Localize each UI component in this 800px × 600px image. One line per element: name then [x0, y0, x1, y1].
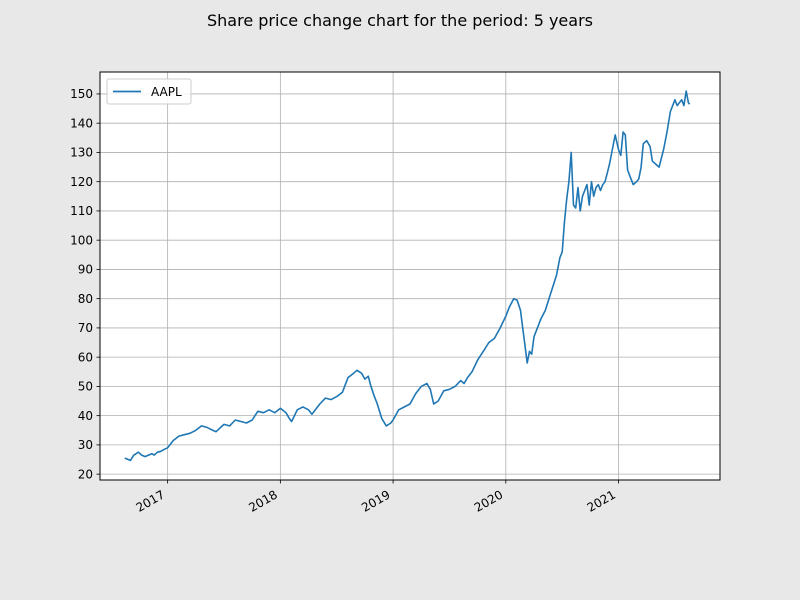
legend-box [106, 78, 192, 105]
y-tick-label: 30 [78, 438, 93, 452]
y-axis: 20 30 40 50 60 70 80 90 100 110 120 130 140 150 [70, 87, 100, 481]
series-line-aapl [124, 90, 691, 462]
legend-label-aapl: AAPL [151, 85, 182, 99]
legend: AAPL [106, 78, 192, 105]
y-tick-label: 110 [70, 204, 93, 218]
y-tick-label: 150 [70, 87, 93, 101]
y-tick-label: 80 [78, 292, 93, 306]
plot-area [100, 72, 720, 480]
chart-title: Share price change chart for the period:… [207, 11, 593, 30]
y-tick-label: 100 [70, 233, 93, 247]
y-tick-label: 40 [78, 409, 93, 423]
series-layer [124, 90, 691, 462]
y-tick-label: 90 [78, 263, 93, 277]
y-tick-label: 140 [70, 116, 93, 130]
y-tick-label: 50 [78, 380, 93, 394]
y-tick-label: 60 [78, 350, 93, 364]
plot-frame [99, 71, 721, 481]
y-tick-label: 70 [78, 321, 93, 335]
y-tick-label: 120 [70, 175, 93, 189]
y-tick-label: 20 [78, 467, 93, 481]
grid-lines [100, 72, 720, 480]
y-tick-label: 130 [70, 146, 93, 160]
